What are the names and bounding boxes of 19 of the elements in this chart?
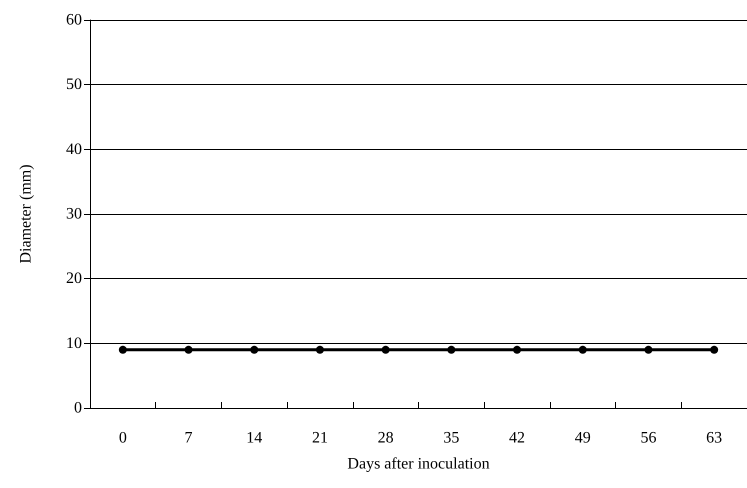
y-tick-label: 0 [74,400,82,416]
y-tick-label: 50 [66,76,82,94]
y-tick-label: 20 [66,270,82,288]
y-tick-label: 10 [66,334,82,352]
x-tick-label: 35 [443,430,460,446]
x-axis-title: Days after inoculation [347,456,490,472]
x-tick-label: 56 [640,430,656,446]
x-tick-label: 21 [312,430,328,446]
x-tick-label: 49 [574,430,591,446]
x-tick-label: 14 [246,430,262,446]
x-tick-label: 28 [378,430,394,446]
x-tick-label: 7 [184,430,193,446]
y-tick-label: 40 [66,140,82,158]
y-tick-label: 30 [66,206,82,222]
x-tick-label: 42 [509,430,526,446]
x-tick-label: 63 [706,430,722,446]
y-axis-title: Diameter (mm) [18,164,34,264]
x-tick-label: 0 [118,430,127,446]
y-tick-label: 60 [66,12,82,28]
